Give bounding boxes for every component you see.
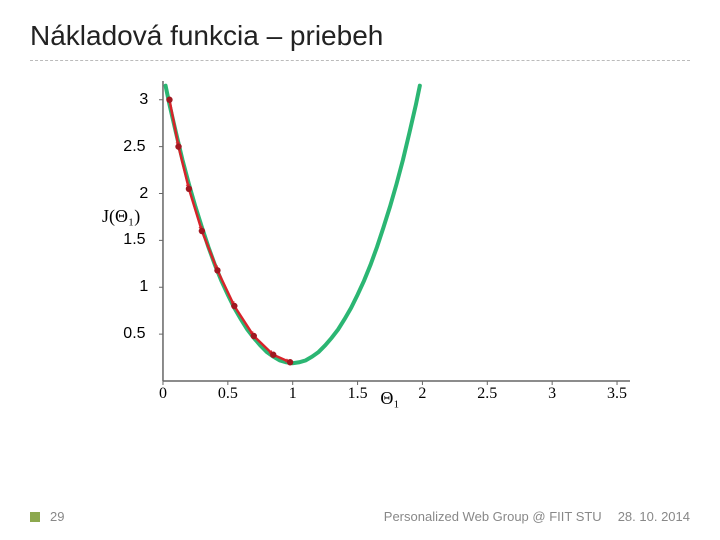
slide-footer: 29 Personalized Web Group @ FIIT STU 28.… [0, 509, 720, 524]
footer-bullet-icon [30, 512, 40, 522]
x-tick-label: 3.5 [607, 385, 627, 403]
page-number: 29 [50, 509, 64, 524]
x-axis-label: Θ₁ [380, 388, 399, 409]
x-tick-label: 3 [548, 385, 556, 403]
x-tick-label: 2.5 [477, 385, 497, 403]
footer-group: Personalized Web Group @ FIIT STU [384, 509, 602, 524]
slide-title: Nákladová funkcia – priebeh [30, 20, 690, 60]
x-tick-label: 0.5 [218, 385, 238, 403]
footer-date: 28. 10. 2014 [618, 509, 690, 524]
cost-function-chart: J(Θ₁) Θ₁ 0.5 1 1.5 2 2.5 3 0 0.5 1 1.5 2 2.5 3 3.5 [80, 81, 640, 441]
x-tick-label: 1.5 [348, 385, 368, 403]
x-tick-label: 2 [418, 385, 426, 403]
y-tick-label: 3 [139, 91, 148, 109]
y-tick-label: 2 [139, 185, 148, 203]
x-tick-label: 0 [159, 385, 167, 403]
title-divider [30, 60, 690, 61]
x-tick-label: 1 [289, 385, 297, 403]
y-tick-label: 1 [139, 278, 148, 296]
plot-area: J(Θ₁) Θ₁ 0.511.522.5300.511.522.533.5 [150, 81, 630, 381]
y-tick-label: 0.5 [123, 325, 145, 343]
slide: Nákladová funkcia – priebeh J(Θ₁) Θ₁ 0.5… [0, 0, 720, 540]
y-tick-label: 1.5 [123, 231, 145, 249]
y-tick-label: 2.5 [123, 138, 145, 156]
y-axis-label: J(Θ₁) [102, 206, 140, 227]
plot-svg [150, 81, 630, 381]
